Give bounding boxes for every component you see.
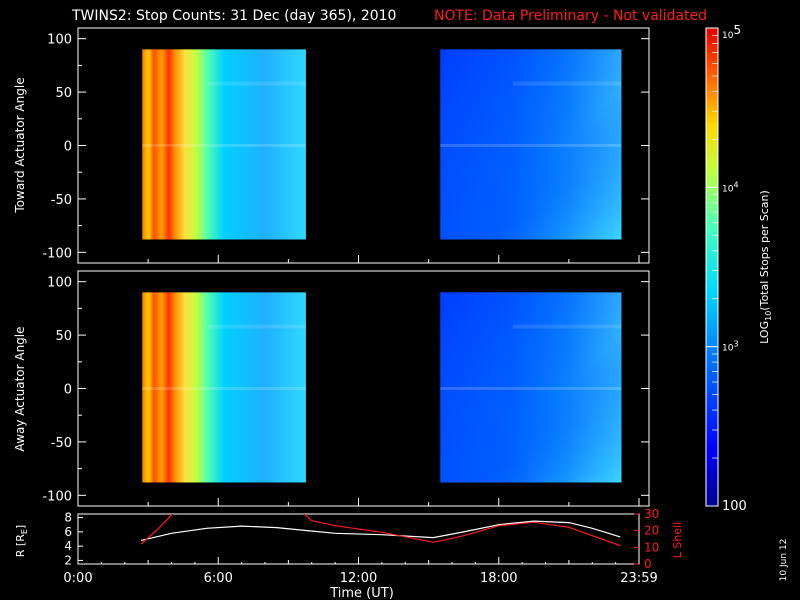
colorbar-label-sub: 10 bbox=[764, 311, 773, 321]
orbit-left-label-sub: E bbox=[20, 529, 29, 534]
colorbar bbox=[705, 27, 719, 507]
away-ytick-label: 0 bbox=[64, 383, 72, 398]
away-heat-block-shade bbox=[440, 292, 622, 483]
away-ytick-label: 50 bbox=[55, 329, 72, 344]
away-heatmap bbox=[142, 292, 622, 483]
away-zero-stripe-2 bbox=[440, 387, 622, 390]
away-y-label: Away Actuator Angle bbox=[13, 326, 27, 451]
toward-heat-block-shade bbox=[440, 49, 622, 240]
away-upper-stripe-2 bbox=[512, 324, 622, 329]
toward-ytick-label: -100 bbox=[42, 246, 72, 261]
away-ytick-label: 100 bbox=[47, 276, 72, 291]
colorbar-label-main: LOG bbox=[758, 321, 771, 344]
xtick-label: 0:00 bbox=[63, 571, 92, 586]
orbit-left-label-end: ] bbox=[14, 525, 27, 529]
xtick-label: 6:00 bbox=[204, 571, 233, 586]
away-heat-block-1 bbox=[142, 292, 306, 483]
orbit-left-tick-label: 6 bbox=[64, 525, 72, 539]
toward-heatmap bbox=[142, 49, 622, 240]
orbit-right-label: L Shell bbox=[671, 522, 684, 558]
colorbar-tick-exp: 3 bbox=[733, 340, 738, 349]
colorbar-label-end: (Total Stops per Scan) bbox=[758, 190, 771, 311]
toward-y-axis: 100 50 0 -50 -100 bbox=[42, 33, 649, 263]
away-zero-stripe-1 bbox=[142, 387, 306, 390]
orbit-right-tick-label: 30 bbox=[644, 507, 659, 521]
toward-zero-stripe-2 bbox=[440, 144, 622, 147]
xtick-label: 23:59 bbox=[620, 571, 657, 586]
colorbar-label: LOG10(Total Stops per Scan) bbox=[758, 190, 773, 344]
colorbar-tick-exp: 4 bbox=[733, 180, 738, 189]
toward-upper-stripe-2 bbox=[512, 81, 622, 86]
orbit-right-tick-label: 10 bbox=[644, 540, 659, 554]
toward-y-label: Toward Actuator Angle bbox=[13, 77, 27, 213]
away-y-axis: 100 50 0 -50 -100 bbox=[42, 276, 649, 506]
colorbar-tick-label: 104 bbox=[722, 180, 739, 194]
colorbar-tick-base: 10 bbox=[722, 184, 734, 194]
colorbar-tick-exp: 5 bbox=[733, 23, 741, 37]
colorbar-tick-label: 100 bbox=[722, 499, 747, 514]
l-shell-line-1 bbox=[140, 514, 174, 545]
toward-upper-stripe-1 bbox=[207, 81, 306, 86]
toward-ytick-label: 0 bbox=[64, 140, 72, 155]
preliminary-note: NOTE: Data Preliminary - Not validated bbox=[434, 8, 707, 24]
toward-heat-block-1 bbox=[142, 49, 306, 240]
colorbar-tick-label: 105 bbox=[722, 23, 741, 41]
toward-ytick-label: 100 bbox=[47, 33, 72, 48]
orbit-left-tick-label: 8 bbox=[64, 511, 72, 525]
toward-ytick-label: -50 bbox=[51, 193, 72, 208]
x-axis-label: Time (UT) bbox=[329, 586, 394, 600]
orbit-left-label: R [RE] bbox=[14, 525, 29, 557]
orbit-left-label-main: R [R bbox=[14, 534, 27, 557]
orbit-right-tick-label: 20 bbox=[644, 524, 659, 538]
colorbar-tick-base: 10 bbox=[722, 344, 734, 354]
colorbar-tick-base: 10 bbox=[722, 31, 734, 41]
orbit-right-tick-label: 0 bbox=[644, 557, 652, 571]
r-distance-line bbox=[140, 520, 621, 541]
colorbar-tick-label: 103 bbox=[722, 340, 739, 354]
away-ytick-label: -100 bbox=[42, 489, 72, 504]
chart-title: TWINS2: Stop Counts: 31 Dec (day 365), 2… bbox=[71, 8, 396, 24]
toward-zero-stripe-1 bbox=[142, 144, 306, 147]
colorbar-tick-base: 100 bbox=[722, 499, 747, 514]
away-upper-stripe-1 bbox=[207, 324, 306, 329]
orbit-left-tick-label: 4 bbox=[64, 539, 72, 553]
away-ytick-label: -50 bbox=[51, 436, 72, 451]
orbit-left-tick-label: 2 bbox=[64, 553, 72, 567]
xtick-label: 12:00 bbox=[340, 571, 377, 586]
xtick-label: 18:00 bbox=[480, 571, 517, 586]
side-date: 10 Jun 12 bbox=[779, 539, 789, 582]
toward-ytick-label: 50 bbox=[55, 86, 72, 101]
l-shell-line-2 bbox=[303, 514, 621, 547]
orbit-lines bbox=[140, 514, 621, 547]
